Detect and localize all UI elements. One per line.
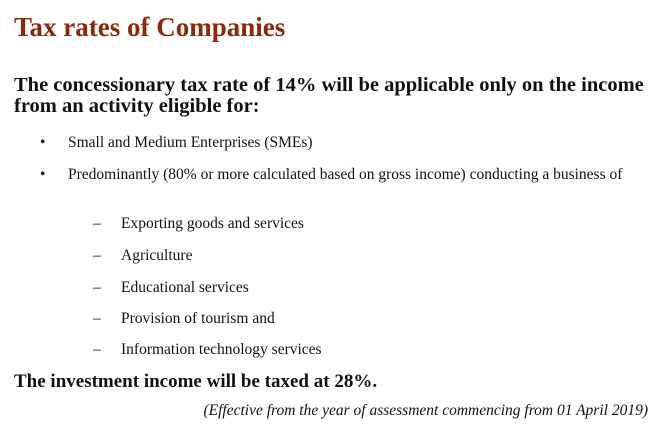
effective-date-note: (Effective from the year of assessment c… (203, 402, 648, 419)
dash-icon: – (93, 341, 101, 358)
dash-icon: – (93, 310, 101, 327)
dash-icon: – (93, 215, 101, 232)
bullet-icon: • (40, 134, 46, 151)
page-title: Tax rates of Companies (14, 12, 286, 42)
sub-item-text: Information technology services (121, 341, 322, 358)
bullet-icon: • (40, 166, 46, 183)
dash-icon: – (93, 247, 101, 264)
sub-item-text: Exporting goods and services (121, 215, 304, 232)
dash-icon: – (93, 279, 101, 296)
sub-item-text: Educational services (121, 279, 249, 296)
sub-item-text: Provision of tourism and (121, 310, 275, 327)
sub-item-text: Agriculture (121, 247, 193, 264)
bullet-item: • Small and Medium Enterprises (SMEs) (40, 134, 660, 154)
bullet-item: • Predominantly (80% or more calculated … (40, 166, 660, 206)
investment-income-note: The investment income will be taxed at 2… (14, 371, 378, 392)
bullet-text: Small and Medium Enterprises (SMEs) (68, 134, 313, 151)
intro-heading: The concessionary tax rate of 14% will b… (14, 74, 644, 117)
bullet-text: Predominantly (80% or more calculated ba… (68, 166, 623, 183)
